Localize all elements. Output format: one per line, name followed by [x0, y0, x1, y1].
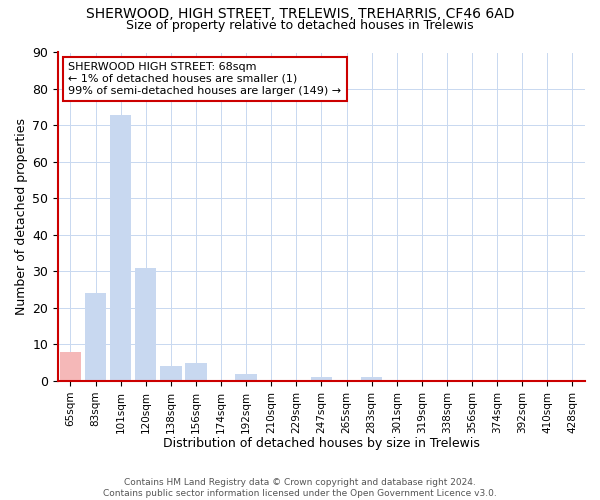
Bar — [311, 378, 332, 381]
Bar — [185, 362, 206, 381]
Bar — [110, 114, 131, 381]
Bar — [361, 378, 382, 381]
Text: SHERWOOD HIGH STREET: 68sqm
← 1% of detached houses are smaller (1)
99% of semi-: SHERWOOD HIGH STREET: 68sqm ← 1% of deta… — [68, 62, 341, 96]
Text: SHERWOOD, HIGH STREET, TRELEWIS, TREHARRIS, CF46 6AD: SHERWOOD, HIGH STREET, TRELEWIS, TREHARR… — [86, 8, 514, 22]
Bar — [160, 366, 182, 381]
Text: Contains HM Land Registry data © Crown copyright and database right 2024.
Contai: Contains HM Land Registry data © Crown c… — [103, 478, 497, 498]
Bar — [135, 268, 157, 381]
X-axis label: Distribution of detached houses by size in Trelewis: Distribution of detached houses by size … — [163, 437, 480, 450]
Bar — [60, 352, 81, 381]
Bar — [85, 294, 106, 381]
Text: Size of property relative to detached houses in Trelewis: Size of property relative to detached ho… — [126, 19, 474, 32]
Bar — [235, 374, 257, 381]
Y-axis label: Number of detached properties: Number of detached properties — [15, 118, 28, 315]
